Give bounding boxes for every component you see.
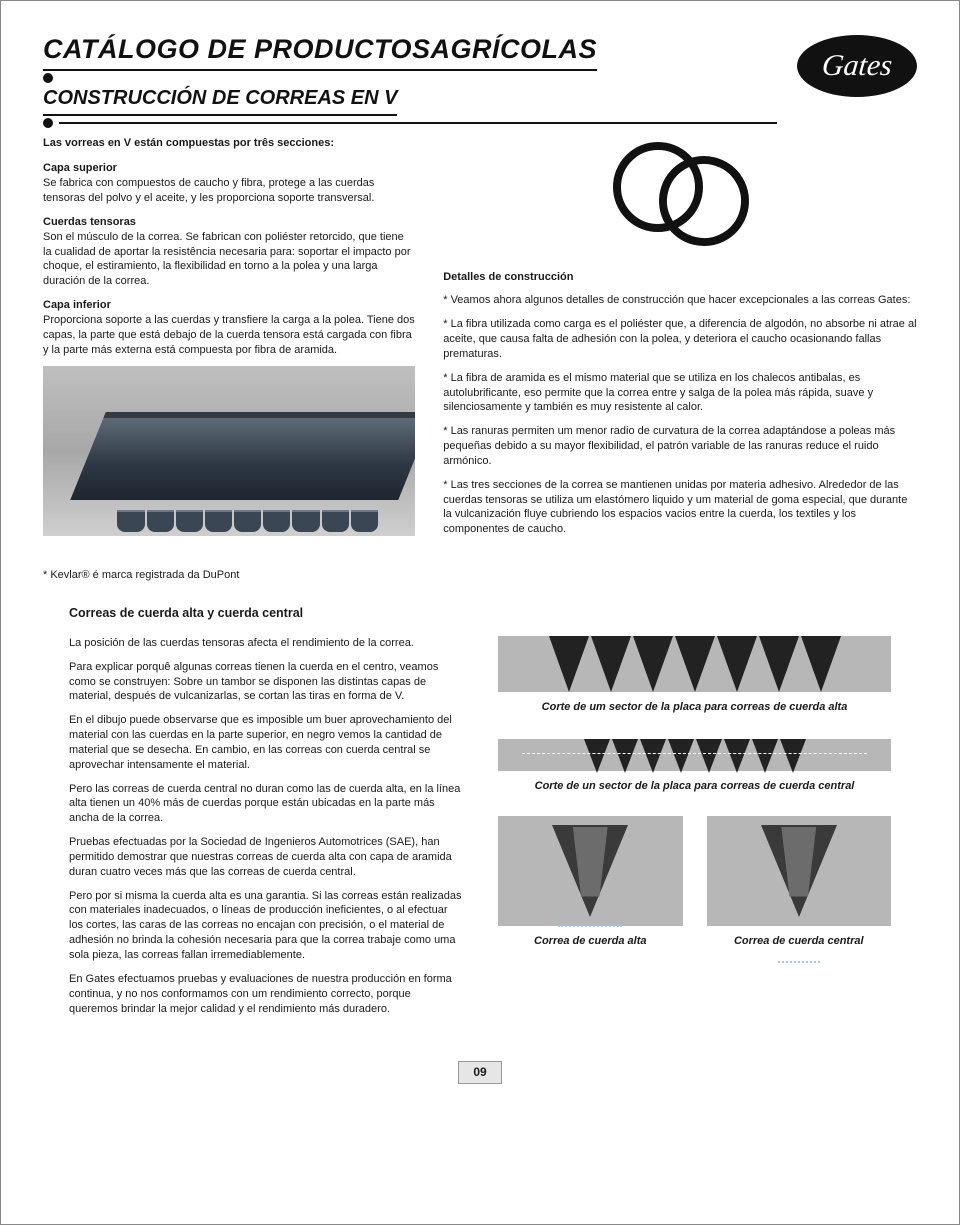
section-cuerda-alta-central: Correas de cuerda alta y cuerda central …: [43, 605, 917, 1025]
kevlar-footnote: * Kevlar® é marca registrada da DuPont: [43, 568, 917, 583]
intro-line: Las vorreas en V están compuestas por tr…: [43, 136, 415, 151]
s2-p5: Pruebas efectuadas por la Sociedad de In…: [69, 835, 462, 880]
gates-logo: Gates: [797, 35, 917, 97]
diagram-correa-cuerda-central: [707, 816, 892, 926]
body-columns: Las vorreas en V están compuestas por tr…: [43, 136, 917, 546]
caption-correa-cuerda-alta: Correa de cuerda alta: [498, 934, 683, 949]
left-column: Las vorreas en V están compuestas por tr…: [43, 136, 415, 546]
catalog-title: CATÁLOGO DE PRODUCTOSAGRÍCOLAS: [43, 31, 597, 71]
belt-render-image: [43, 366, 415, 536]
section2-heading: Correas de cuerda alta y cuerda central: [69, 605, 891, 622]
details-heading: Detalles de construcción: [443, 270, 917, 285]
caption-cuerda-alta-plate: Corte de um sector de la placa para corr…: [498, 700, 891, 715]
catalog-subtitle: CONSTRUCCIÓN DE CORREAS EN V: [43, 85, 397, 116]
s2-p4: Pero las correas de cuerda central no du…: [69, 782, 462, 827]
detail-bullet-3: * La fibra de aramida es el mismo materi…: [443, 371, 917, 416]
right-column: Detalles de construcción * Veamos ahora …: [443, 136, 917, 546]
page-number: 09: [458, 1061, 502, 1083]
caption-correa-cuerda-central: Correa de cuerda central: [707, 934, 892, 949]
section2-text-column: La posición de las cuerdas tensoras afec…: [69, 636, 462, 1026]
bullet-dot: [43, 73, 53, 83]
s2-p7: En Gates efectuamos pruebas y evaluacion…: [69, 972, 462, 1017]
belt-rings-image: [605, 136, 755, 256]
diagram-correa-cuerda-alta: [498, 816, 683, 926]
bullet-dot: [43, 118, 53, 128]
detail-bullet-1: * Veamos ahora algunos detalles de const…: [443, 293, 917, 308]
detail-bullet-5: * Las tres secciones de la correa se man…: [443, 478, 917, 537]
cuerdas-tensoras: Cuerdas tensorasSon el músculo de la cor…: [43, 215, 415, 289]
detail-bullet-4: * Las ranuras permiten um menor radio de…: [443, 424, 917, 469]
s2-p2: Para explicar porquê algunas correas tie…: [69, 660, 462, 705]
s2-p3: En el dibujo puede observarse que es imp…: [69, 713, 462, 772]
section2-diagrams-column: Corte de um sector de la placa para corr…: [498, 636, 891, 1026]
diagram-cuerda-central-plate: [498, 737, 891, 771]
logo-text: Gates: [820, 46, 894, 87]
caption-cuerda-central-plate: Corte de un sector de la placa para corr…: [498, 779, 891, 794]
capa-superior: Capa superiorSe fabrica con compuestos d…: [43, 161, 415, 206]
s2-p6: Pero por si misma la cuerda alta es una …: [69, 889, 462, 963]
diagram-cuerda-alta-plate: [498, 636, 891, 692]
capa-inferior: Capa inferiorProporciona soporte a las c…: [43, 298, 415, 357]
page-header: CATÁLOGO DE PRODUCTOSAGRÍCOLAS CONSTRUCC…: [43, 31, 917, 128]
s2-p1: La posición de las cuerdas tensoras afec…: [69, 636, 462, 651]
detail-bullet-2: * La fibra utilizada como carga es el po…: [443, 317, 917, 362]
